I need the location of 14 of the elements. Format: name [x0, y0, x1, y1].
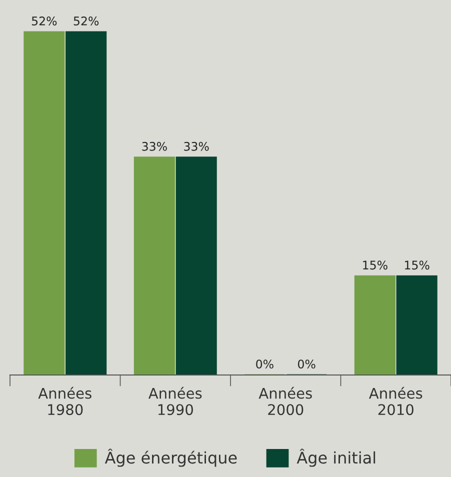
- data-label: 52%: [32, 16, 57, 26]
- data-label: 33%: [184, 142, 209, 151]
- data-label: 33%: [142, 142, 167, 151]
- data-label: 52%: [74, 16, 99, 26]
- legend-label: Âge initial: [296, 448, 376, 467]
- x-tick-label: Années 1980: [38, 386, 92, 416]
- x-tick-label: Années 2010: [368, 386, 422, 416]
- data-label: 15%: [363, 260, 388, 270]
- data-label: 15%: [405, 260, 430, 270]
- x-tick-label: Années 2000: [258, 386, 312, 416]
- data-label: 0%: [256, 360, 274, 369]
- data-label: 0%: [298, 360, 316, 369]
- legend-label: Âge énergétique: [104, 448, 237, 467]
- x-tick-label: Années 1990: [148, 386, 202, 416]
